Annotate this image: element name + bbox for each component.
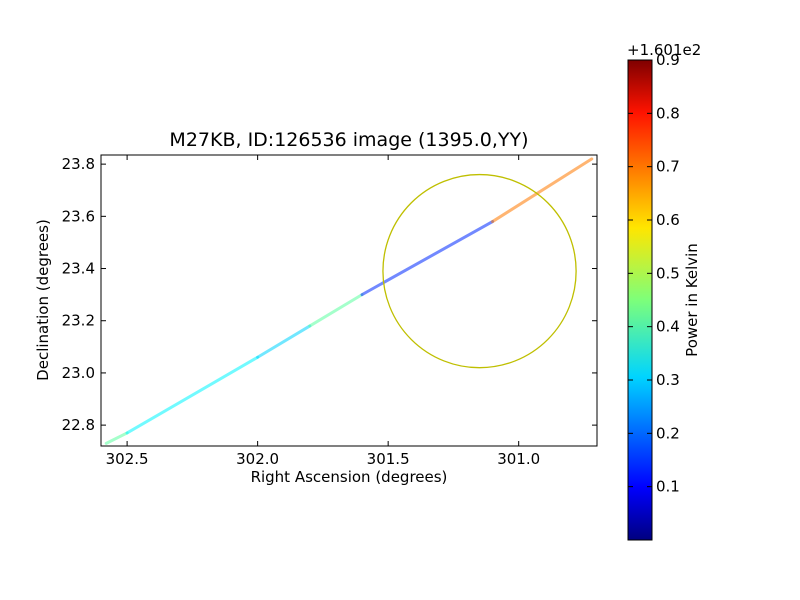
track-segment-4 <box>308 293 364 328</box>
colorbar <box>627 59 653 541</box>
track-segment-2 <box>125 355 260 435</box>
colorbar-tick-label: 0.3 <box>656 371 680 389</box>
x-tick-label: 302.5 <box>106 450 149 468</box>
x-tick-label: 302.0 <box>236 450 279 468</box>
colorbar-tick-label: 0.9 <box>656 51 680 69</box>
colorbar-ticks: 0.1 0.2 0.3 0.4 0.5 0.6 0.7 0.8 0.9 <box>628 51 680 496</box>
colorbar-tick-label: 0.8 <box>656 104 680 122</box>
track-segment-1 <box>104 431 129 445</box>
colorbar-tick-label: 0.6 <box>656 211 680 229</box>
y-tick-label: 22.8 <box>62 416 95 434</box>
data-layer <box>104 157 594 445</box>
colorbar-tick-label: 0.7 <box>656 158 680 176</box>
track-segment-6 <box>491 157 594 224</box>
y-tick-label: 23.0 <box>62 364 95 382</box>
y-tick-label: 23.4 <box>62 260 95 278</box>
x-axis-label: Right Ascension (degrees) <box>251 468 448 486</box>
beam-circle <box>382 173 577 369</box>
plot-frame <box>100 154 598 447</box>
y-tick-label: 23.6 <box>62 207 95 225</box>
colorbar-label: Power in Kelvin <box>683 243 701 357</box>
colorbar-tick-label: 0.1 <box>656 478 680 496</box>
colorbar-tick-label: 0.5 <box>656 264 680 282</box>
colorbar-offset-label: +1.601e2 <box>627 41 701 59</box>
plot-area <box>101 155 597 446</box>
colorbar-tick-label: 0.4 <box>656 318 680 336</box>
y-tick-label: 23.8 <box>62 155 95 173</box>
track-segment-3 <box>256 324 312 359</box>
x-tick-label: 301.5 <box>367 450 410 468</box>
chart-title: M27KB, ID:126536 image (1395.0,YY) <box>169 129 528 151</box>
x-tick-label: 301.0 <box>497 450 540 468</box>
colorbar-tick-label: 0.2 <box>656 424 680 442</box>
x-axis-ticks: 302.5 302.0 301.5 301.0 <box>106 155 540 468</box>
y-axis-label: Declination (degrees) <box>34 219 52 381</box>
y-tick-label: 23.2 <box>62 312 95 330</box>
y-axis-ticks: 22.8 23.0 23.2 23.4 23.6 23.8 <box>62 155 597 434</box>
